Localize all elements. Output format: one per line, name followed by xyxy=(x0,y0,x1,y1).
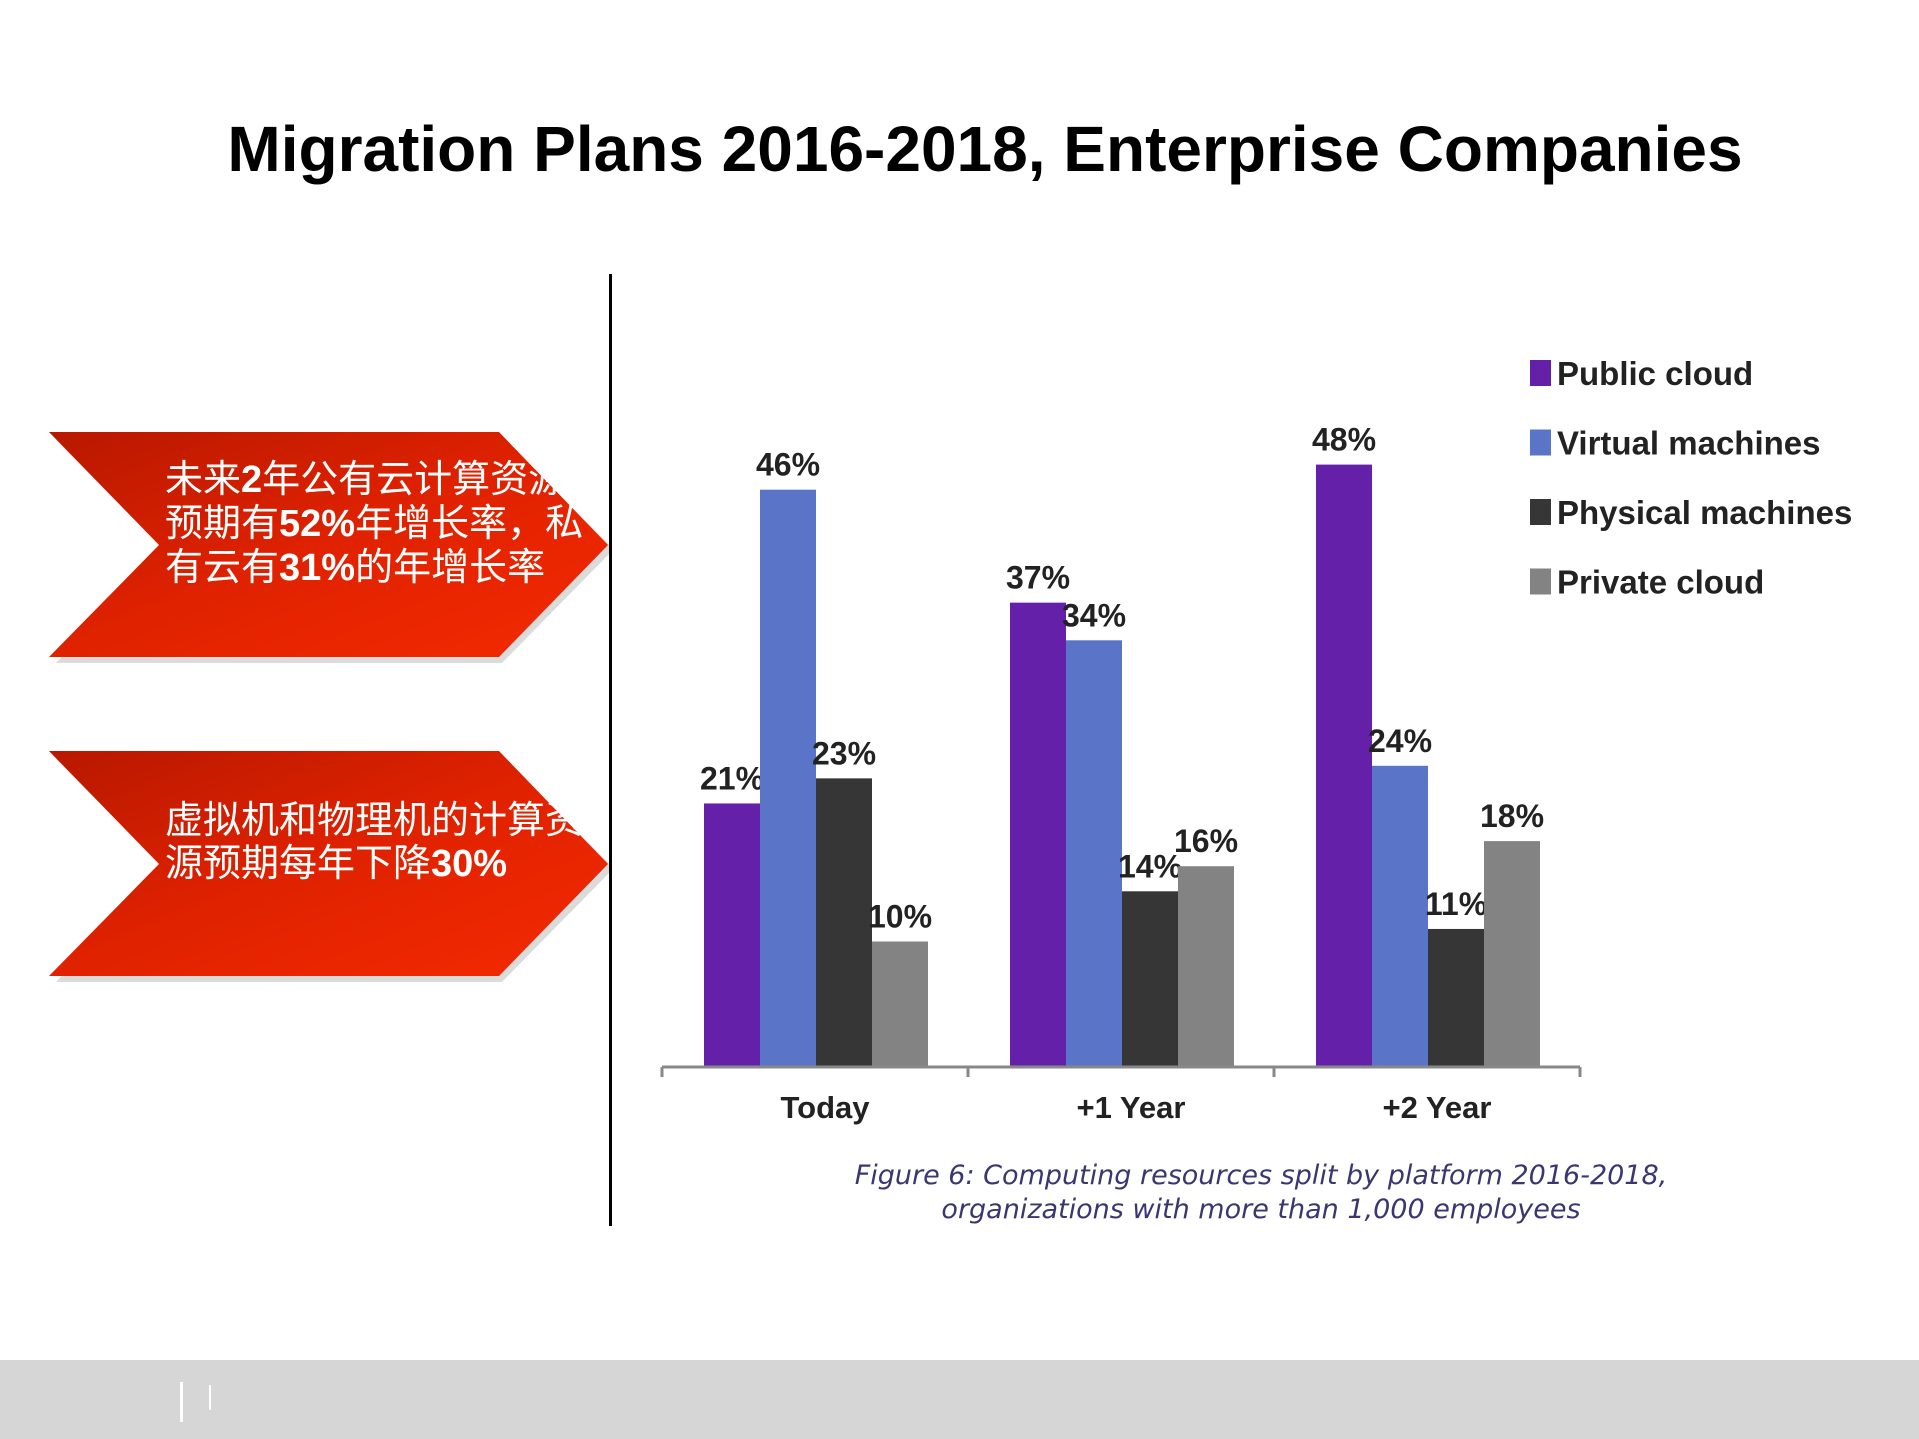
bar-virtual-machines xyxy=(1066,640,1122,1067)
data-label: 48% xyxy=(1312,422,1376,458)
legend-swatch xyxy=(1530,568,1551,595)
bar-public-cloud xyxy=(1010,602,1066,1067)
callout-highlight: 30% xyxy=(431,843,508,885)
data-label: 11% xyxy=(1425,886,1487,922)
legend-label: Physical machines xyxy=(1557,494,1852,531)
legend-swatch xyxy=(1530,429,1551,456)
vertical-divider xyxy=(609,274,612,1226)
data-label: 16% xyxy=(1174,823,1238,859)
callout-segment: 年增长率，私有云有 xyxy=(165,501,584,589)
legend-label: Private cloud xyxy=(1557,564,1764,601)
x-axis: Today +1 Year +2 Year xyxy=(660,1065,1582,1125)
bar-private-cloud xyxy=(872,941,928,1067)
bar-physical-machines xyxy=(1428,928,1484,1067)
callout-arrow-public-cloud: 未来2年公有云计算资源预期有52%年增长率，私有云有31%的年增长率 xyxy=(49,432,609,663)
callout-text: 虚拟机和物理机的计算资源预期每年下降30% xyxy=(165,799,585,886)
callout-arrow-vm-decline: 虚拟机和物理机的计算资源预期每年下降30% xyxy=(49,751,609,982)
footer-bar xyxy=(0,1360,1919,1439)
data-label: 21% xyxy=(700,760,764,796)
data-label: 18% xyxy=(1480,798,1544,834)
footer-divider xyxy=(180,1382,183,1422)
bar-private-cloud xyxy=(1178,866,1234,1067)
figure-caption-line2: organizations with more than 1,000 emplo… xyxy=(941,1194,1580,1225)
bar-virtual-machines xyxy=(760,489,816,1067)
category-label: +1 Year xyxy=(1077,1090,1186,1125)
legend-swatch xyxy=(1530,499,1551,525)
callout-segment: 虚拟机和物理机的计算资源预期每年下降 xyxy=(165,798,584,885)
callout-segment: 年公有云计算资源预期有 xyxy=(165,457,567,545)
footer-divider xyxy=(209,1385,211,1410)
callout-highlight: 52% xyxy=(279,503,356,545)
legend-label: Public cloud xyxy=(1557,355,1753,392)
callout-highlight: 31% xyxy=(279,547,356,589)
data-label: 23% xyxy=(812,735,876,771)
data-label: 46% xyxy=(756,447,820,483)
bar-private-cloud xyxy=(1484,841,1540,1067)
bar-public-cloud xyxy=(704,803,760,1067)
bar-physical-machines xyxy=(816,778,872,1067)
bar-physical-machines xyxy=(1122,891,1178,1067)
bar-virtual-machines xyxy=(1372,765,1428,1067)
callout-segment: 的年增长率 xyxy=(355,545,546,589)
arrow-shape xyxy=(49,432,609,663)
data-label: 34% xyxy=(1062,597,1126,633)
legend-swatch xyxy=(1530,360,1551,386)
slide-title: Migration Plans 2016-2018, Enterprise Co… xyxy=(227,113,1743,185)
callout-highlight: 2 xyxy=(241,459,263,501)
bar-public-cloud xyxy=(1316,464,1372,1068)
data-label: 24% xyxy=(1368,723,1432,759)
legend: Public cloud Virtual machines Physical mac… xyxy=(1530,355,1852,601)
category-label: +2 Year xyxy=(1383,1090,1492,1125)
callout-text: 未来2年公有云计算资源预期有52%年增长率，私有云有31%的年增长率 xyxy=(165,458,585,590)
arrow-shape xyxy=(49,751,609,982)
bar-chart: 21% 46% 23% 10% 37%34% 14%16% 48% 24% 11% 18% Tod… xyxy=(660,355,1852,1225)
legend-label: Virtual machines xyxy=(1557,425,1821,462)
callout-segment: 未来 xyxy=(165,457,242,501)
figure-caption-line1: Figure 6: Computing resources split by p… xyxy=(855,1160,1668,1191)
data-label: 14% xyxy=(1118,848,1182,884)
data-label: 37% xyxy=(1006,560,1070,596)
category-label: Today xyxy=(781,1090,871,1125)
data-label: 10% xyxy=(868,899,932,935)
